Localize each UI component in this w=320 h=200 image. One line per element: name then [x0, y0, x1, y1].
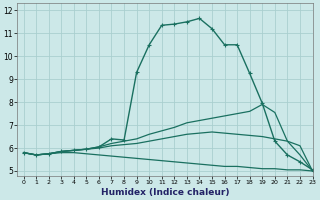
X-axis label: Humidex (Indice chaleur): Humidex (Indice chaleur)	[101, 188, 229, 197]
